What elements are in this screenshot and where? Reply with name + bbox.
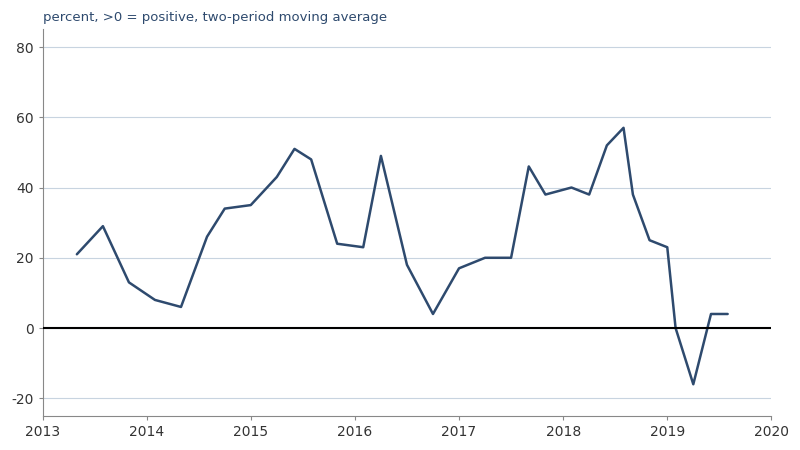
- Text: percent, >0 = positive, two-period moving average: percent, >0 = positive, two-period movin…: [42, 11, 386, 24]
